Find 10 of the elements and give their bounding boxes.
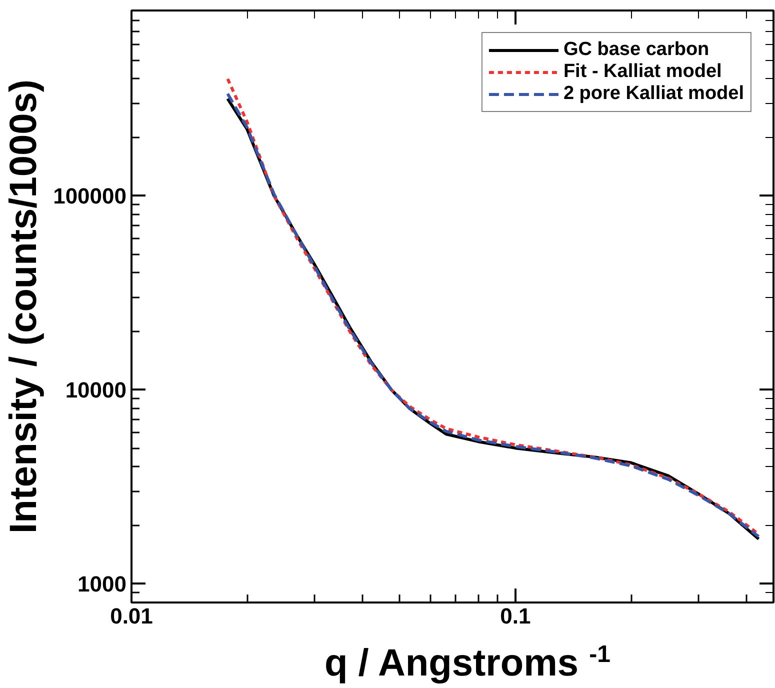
y-tick-label: 100000 [53, 184, 127, 209]
legend-label: 2 pore Kalliat model [563, 83, 744, 105]
legend-label: Fit - Kalliat model [563, 61, 722, 83]
x-axis-title: q / Angstroms $^{-1}$ [324, 640, 610, 687]
y-tick-label: 10000 [65, 378, 127, 403]
x-tick-label: 0.1 [500, 604, 531, 628]
legend-label: GC base carbon [563, 39, 710, 61]
x-tick-label: 0.01 [110, 604, 153, 628]
y-tick-label: 1000 [78, 572, 127, 597]
y-axis-title: Intensity / (counts/1000s) [3, 79, 46, 534]
